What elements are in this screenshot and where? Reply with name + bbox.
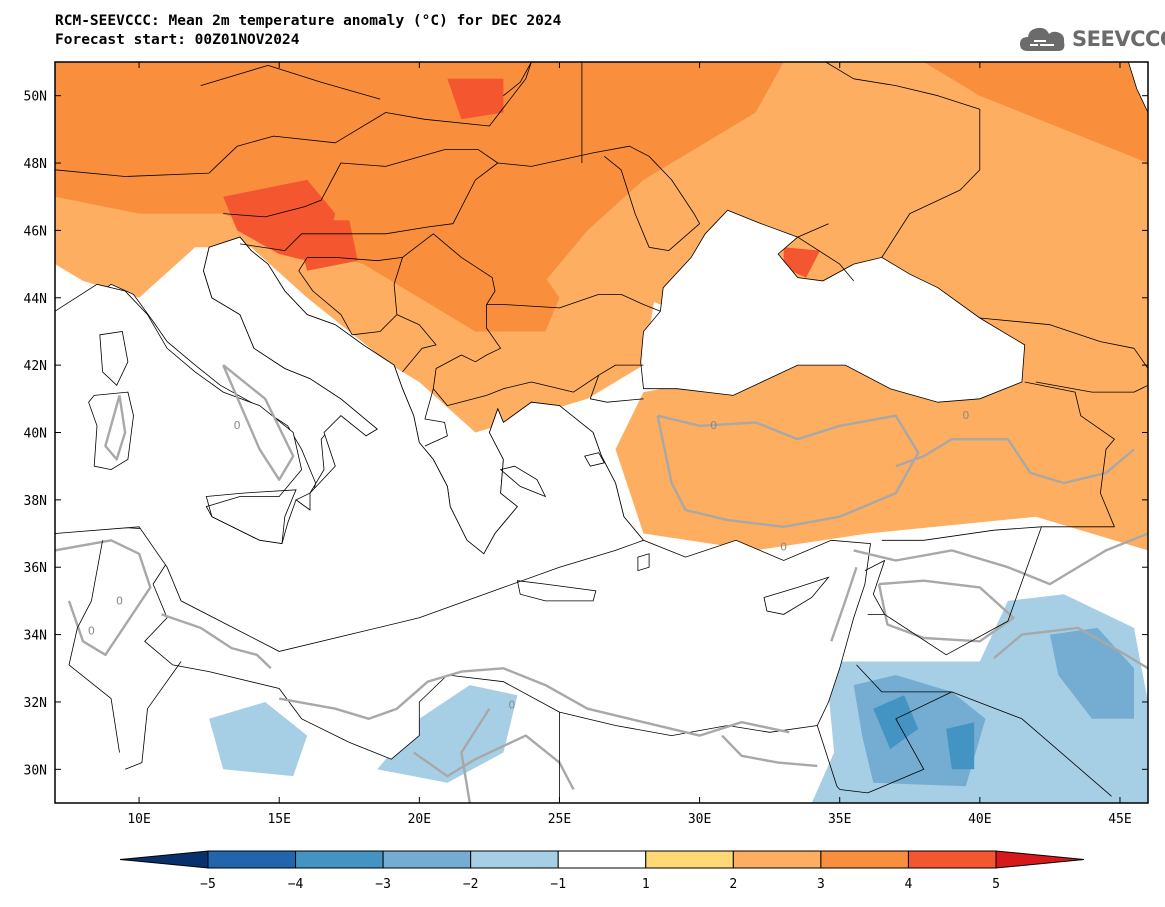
zero-contour-12	[830, 566, 858, 642]
map-title: RCM-SEEVCCC: Mean 2m temperature anomaly…	[55, 12, 561, 50]
title-line-1: RCM-SEEVCCC: Mean 2m temperature anomaly…	[55, 13, 562, 29]
x-tick-label-0: 10E	[127, 812, 150, 827]
zero-contour-2	[656, 414, 920, 528]
zero-contour-9	[278, 667, 790, 737]
title-line-2: Forecast start: 00Z01NOV2024	[55, 32, 300, 48]
x-tick-label-7: 45E	[1108, 812, 1131, 827]
anomaly-region-13	[377, 685, 518, 783]
map-layer: 0 0 0 0 0 0 0	[55, 62, 1148, 803]
anomaly-region-4	[447, 257, 560, 332]
zero-contour-3	[895, 438, 1135, 485]
zero-contour-10	[413, 734, 575, 791]
anomaly-region-6	[447, 78, 504, 120]
anomaly-region-3	[923, 62, 1148, 163]
zero-contour-11	[721, 734, 818, 768]
anomaly-region-8	[783, 247, 821, 278]
anomaly-region-12	[209, 702, 308, 777]
zero-contour-4	[853, 532, 1148, 586]
anomaly-region-2	[55, 62, 784, 332]
y-tick-label-9: 32N	[24, 696, 47, 711]
border-21	[124, 661, 182, 770]
border-25	[503, 62, 532, 97]
border-10	[589, 375, 644, 403]
contour-label-6: 0	[508, 699, 515, 712]
border-24	[825, 62, 981, 258]
border-2	[223, 145, 700, 252]
x-tick-label-3: 25E	[548, 812, 571, 827]
zero-contour-7	[55, 539, 152, 656]
border-1	[200, 65, 381, 100]
y-tick-label-0: 50N	[24, 90, 47, 105]
border-4	[307, 256, 403, 336]
logo-text: SEEVCCC	[1072, 27, 1165, 51]
anomaly-region-15	[1049, 627, 1134, 719]
island-rhodes	[637, 553, 650, 572]
border-9	[424, 388, 448, 447]
y-tick-label-4: 42N	[24, 359, 47, 374]
border-22	[68, 540, 120, 753]
anomaly-region-9	[685, 466, 742, 507]
border-0	[55, 62, 532, 177]
border-14	[979, 317, 1148, 369]
border-7	[432, 304, 644, 407]
island-corsica	[99, 331, 129, 386]
border-18	[951, 691, 1112, 797]
anomaly-region-16	[873, 695, 919, 750]
sea-caspian-stub	[1127, 62, 1148, 113]
zero-contour-6	[993, 626, 1148, 670]
border-11	[604, 155, 650, 248]
contour-label-1: 0	[234, 419, 241, 432]
seevccc-logo: SEEVCCC	[1018, 22, 1165, 56]
y-tick-label-3: 44N	[24, 292, 47, 307]
anomaly-region-17	[946, 722, 975, 770]
border-8	[396, 314, 437, 373]
border-5	[298, 257, 353, 335]
border-16	[884, 526, 1042, 656]
border-12	[881, 381, 1115, 541]
island-cyprus	[763, 576, 830, 615]
sea-black-sea	[640, 209, 1026, 403]
zero-contour-8	[161, 613, 272, 670]
contour-label-2: 0	[116, 594, 123, 607]
border-3	[239, 162, 499, 252]
anomaly-region-10	[783, 459, 840, 483]
zero-contour-5	[877, 579, 1015, 643]
border-23	[797, 223, 855, 282]
y-tick-label-5: 40N	[24, 427, 47, 442]
border-19	[816, 725, 841, 790]
zero-contour-1	[222, 364, 295, 481]
x-tick-label-6: 40E	[968, 812, 991, 827]
contour-label-3: 0	[88, 625, 95, 638]
border-13	[1035, 381, 1148, 393]
sea-tyrrhenian-west	[55, 236, 645, 652]
axes: 10E 15E 20E 25E 30E 35E 40E 45E 50N 48N 46N 44N 42N 4…	[24, 62, 1148, 827]
island-sicily	[205, 489, 297, 545]
y-tick-label-8: 34N	[24, 629, 47, 644]
contour-label-5: 0	[780, 540, 787, 553]
zero-contour-0	[104, 395, 127, 461]
border-15	[864, 560, 885, 615]
y-tick-label-7: 36N	[24, 561, 47, 576]
border-6	[402, 233, 661, 312]
zero-contour-13	[460, 708, 491, 803]
y-tick-label-1: 48N	[24, 157, 47, 172]
x-tick-label-5: 35E	[828, 812, 851, 827]
contour-label-0: 0	[710, 419, 717, 432]
island-euboea	[499, 465, 547, 498]
island-lesbos	[584, 452, 605, 467]
y-tick-label-6: 38N	[24, 494, 47, 509]
y-tick-label-2: 46N	[24, 224, 47, 239]
island-crete	[516, 580, 597, 602]
contour-label-4: 0	[962, 409, 969, 422]
border-17	[839, 664, 953, 794]
x-tick-label-2: 20E	[408, 812, 431, 827]
x-tick-label-4: 30E	[688, 812, 711, 827]
cloud-icon	[1020, 27, 1065, 51]
island-sardinia	[88, 391, 134, 471]
y-tick-label-10: 30N	[24, 763, 47, 778]
x-tick-label-1: 15E	[267, 812, 290, 827]
